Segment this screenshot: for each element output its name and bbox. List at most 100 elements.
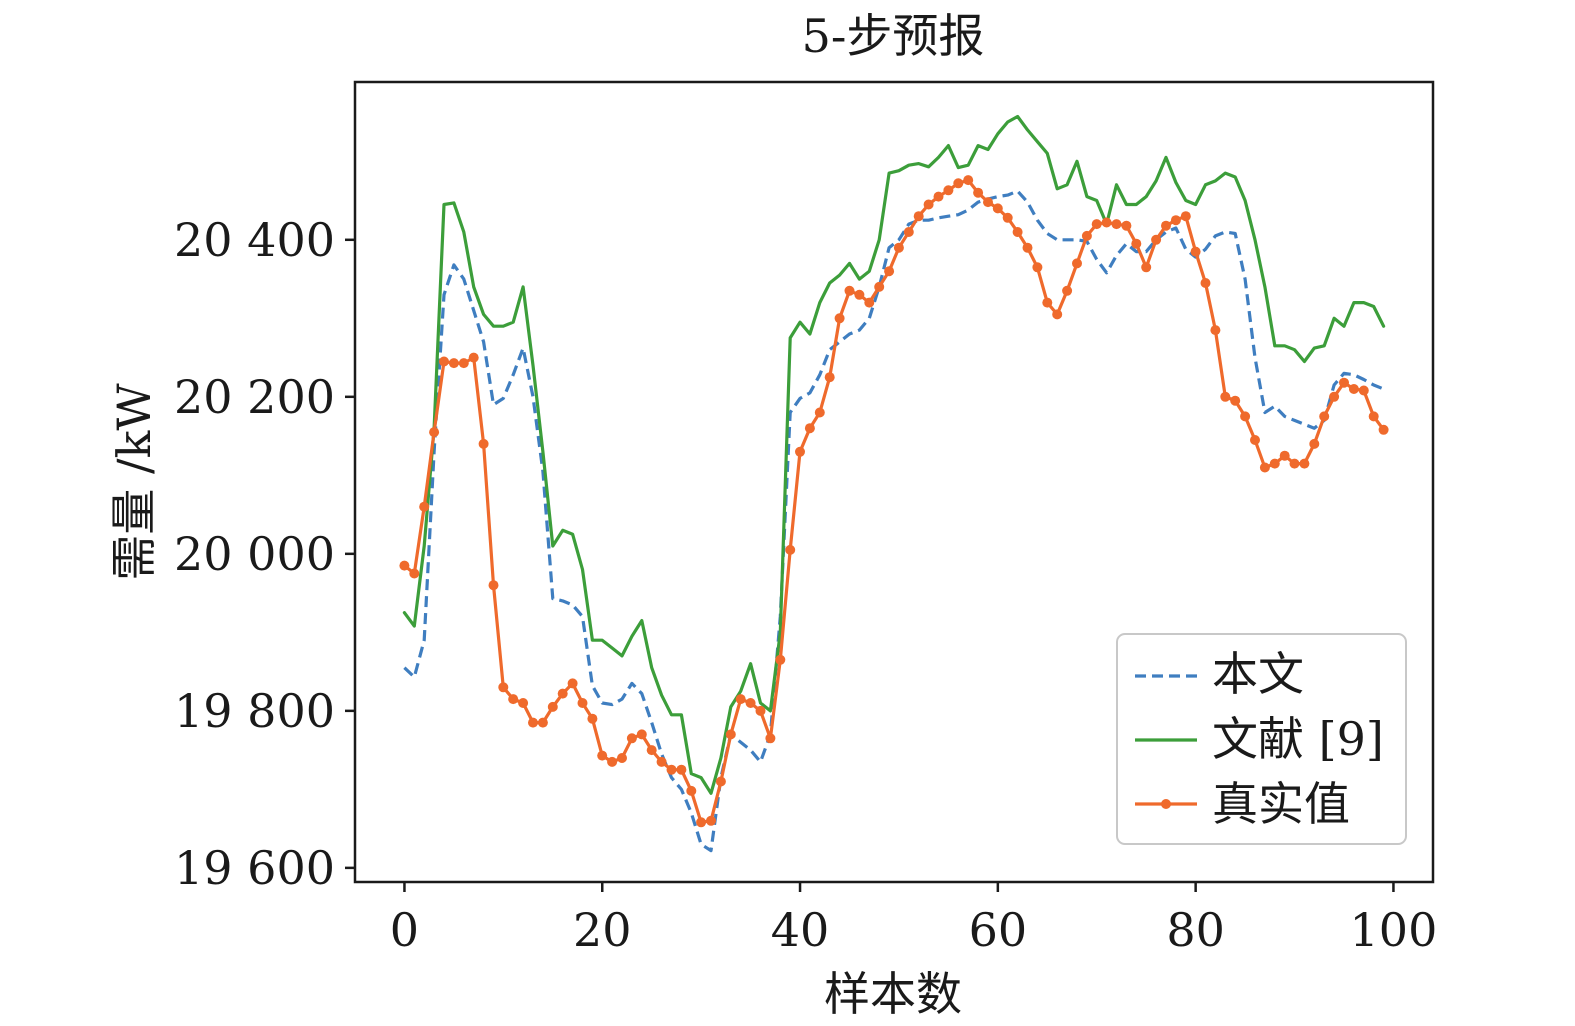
data-point — [646, 745, 657, 756]
data-point — [715, 776, 726, 787]
data-point — [1240, 411, 1251, 422]
data-point — [913, 211, 924, 222]
data-point — [1072, 258, 1082, 269]
data-point — [775, 654, 786, 665]
data-point — [1279, 450, 1290, 461]
data-point — [1348, 384, 1359, 394]
data-point — [893, 242, 904, 253]
y-tick-label: 20 400 — [174, 213, 335, 267]
data-point — [676, 764, 687, 775]
data-point — [409, 568, 420, 579]
data-point — [992, 203, 1003, 214]
data-point — [745, 698, 756, 708]
data-point — [1151, 234, 1162, 245]
y-axis-label: 需量 /kW — [107, 383, 161, 581]
data-point — [1111, 219, 1122, 230]
legend-marker-zhen-shi-zhi — [1161, 799, 1171, 809]
data-point — [953, 178, 964, 189]
data-point — [656, 756, 667, 767]
data-point — [1091, 219, 1102, 230]
data-point — [399, 560, 410, 571]
x-axis: 0 20 40 60 80 100 — [390, 882, 1438, 957]
data-point — [923, 199, 934, 210]
data-point — [963, 175, 974, 186]
data-point — [1042, 297, 1053, 308]
series-zhen-shi-zhi-line — [402, 178, 1386, 824]
data-point — [735, 694, 746, 705]
data-point — [577, 698, 588, 708]
data-point — [933, 191, 944, 202]
data-point — [903, 227, 914, 237]
data-point — [1289, 458, 1300, 469]
data-point — [1052, 309, 1063, 320]
x-tick-label: 0 — [390, 903, 419, 957]
data-point — [508, 694, 519, 705]
data-point — [468, 352, 479, 363]
data-point — [666, 764, 677, 775]
data-point — [458, 358, 469, 369]
data-point — [518, 698, 529, 708]
data-point — [1062, 285, 1073, 296]
data-point — [824, 372, 835, 383]
data-point — [1022, 242, 1033, 253]
data-point — [498, 682, 509, 693]
x-tick-label: 20 — [573, 903, 632, 957]
x-tick-label: 100 — [1350, 903, 1438, 957]
x-tick-label: 40 — [771, 903, 830, 957]
data-point — [1131, 238, 1142, 249]
data-point — [765, 733, 776, 744]
data-point — [1368, 411, 1379, 422]
data-point — [1200, 278, 1211, 288]
data-point — [1210, 325, 1221, 336]
y-axis: 19 600 19 800 20 000 20 200 20 400 — [174, 213, 355, 895]
data-point — [1319, 411, 1330, 422]
data-point — [973, 187, 984, 198]
legend-label-ben-wen: 本文 — [1212, 647, 1304, 701]
data-point — [686, 785, 697, 796]
data-point — [874, 281, 885, 292]
y-tick-label: 19 800 — [174, 684, 335, 738]
data-point — [429, 427, 440, 438]
data-point — [636, 729, 647, 740]
x-axis-label: 样本数 — [824, 967, 962, 1021]
data-point — [804, 423, 815, 434]
data-point — [528, 717, 538, 728]
data-point — [626, 733, 637, 744]
legend: 本文 文献 [9] 真实值 — [1116, 633, 1407, 845]
data-point — [1309, 438, 1320, 449]
y-tick-label: 20 200 — [174, 370, 335, 424]
data-point — [864, 297, 875, 308]
data-point — [795, 446, 805, 457]
data-point — [983, 197, 993, 208]
data-point — [557, 688, 568, 699]
data-point — [1269, 458, 1280, 469]
data-point — [1032, 262, 1043, 273]
plot-area — [353, 80, 1435, 884]
x-tick-label: 60 — [969, 903, 1028, 957]
data-point — [567, 678, 578, 689]
data-point — [854, 289, 865, 300]
legend-label-wen-xian-9: 文献 [9] — [1212, 712, 1384, 766]
data-point — [785, 544, 796, 555]
data-point — [617, 753, 627, 763]
legend-box — [1116, 633, 1407, 845]
data-point — [419, 501, 430, 512]
data-point — [488, 580, 499, 591]
data-point — [725, 729, 736, 740]
x-tick-label: 80 — [1166, 903, 1225, 957]
data-point — [597, 750, 608, 761]
data-point — [439, 356, 449, 367]
data-point — [814, 407, 825, 418]
data-point — [1259, 462, 1270, 473]
data-point — [547, 701, 558, 712]
chart-title: 5-步预报 — [802, 9, 985, 63]
data-point — [844, 285, 855, 296]
data-point — [1190, 246, 1201, 257]
data-point — [1250, 435, 1260, 445]
data-point — [1180, 211, 1191, 222]
data-point — [607, 756, 618, 767]
series-layer — [399, 114, 1389, 853]
y-tick-label: 20 000 — [174, 527, 335, 581]
data-point — [1101, 217, 1112, 228]
